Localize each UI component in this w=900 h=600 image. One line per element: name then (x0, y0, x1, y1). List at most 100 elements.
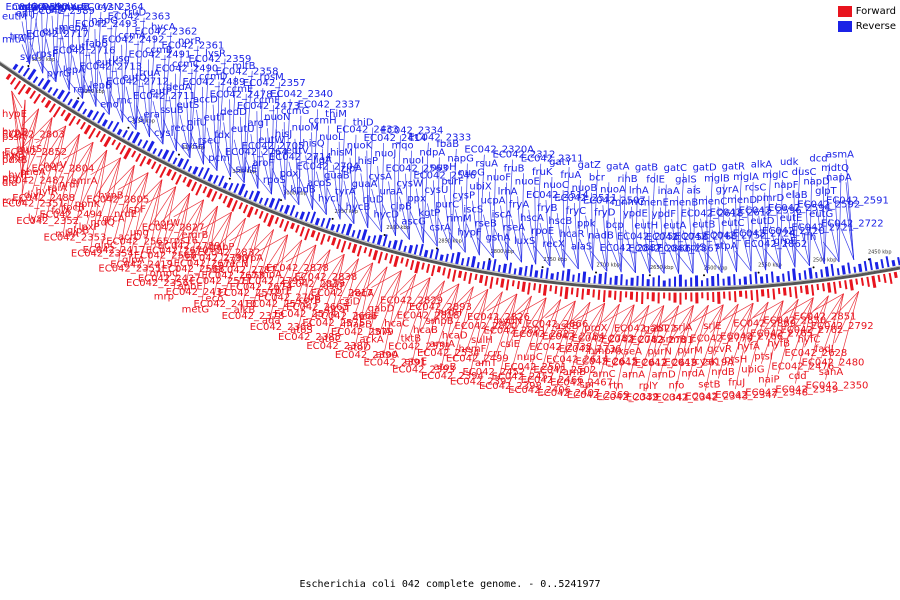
gene-label: EC042_2351 (2, 198, 65, 209)
kbp-tick (703, 274, 706, 277)
reverse-feature (52, 88, 59, 97)
reverse-feature (387, 240, 392, 248)
gene-label: rsuA (475, 159, 498, 170)
reverse-label-line (539, 222, 551, 267)
gene-label: EC042_2359 (188, 54, 251, 65)
gene-label: kgtP (418, 208, 440, 219)
gene-label: mqo (391, 141, 413, 152)
gene-label: glpA (122, 255, 144, 266)
legend-reverse-label: Reverse (855, 21, 896, 32)
gene-label: EC042_2467 (550, 378, 613, 389)
kbp-tick (488, 258, 491, 261)
forward-label-line (21, 108, 40, 172)
gene-label: cysU (424, 185, 448, 196)
gene-label: EC042_2867 (657, 243, 720, 254)
reverse-feature (12, 63, 19, 71)
gene-label: eutK (96, 58, 119, 69)
gene-label: iscS (463, 205, 483, 216)
reverse-feature (77, 101, 85, 112)
gene-label: nfo (668, 381, 684, 392)
forward-label-line (654, 305, 680, 358)
forward-label-line (114, 165, 135, 240)
forward-feature (226, 197, 234, 208)
gene-label: EC042_2350 (806, 381, 869, 392)
gene-label: ccmA (118, 31, 146, 42)
forward-label-line (424, 280, 445, 356)
reverse-feature (529, 264, 534, 277)
reverse-feature (283, 204, 291, 215)
reverse-label-line (838, 172, 842, 262)
reverse-feature (172, 157, 178, 165)
reverse-label-line (735, 194, 737, 273)
gene-label: div (24, 190, 39, 201)
gene-label: eno (100, 100, 119, 111)
gene-label: hypF (457, 228, 482, 239)
reverse-label-line (460, 186, 466, 253)
reverse-label-line (409, 150, 412, 240)
forward-feature (888, 272, 893, 284)
gene-label: eutU (231, 124, 255, 135)
forward-feature (299, 226, 305, 237)
gene-label: EC042_2393 (392, 365, 455, 376)
forward-label-line (241, 223, 260, 310)
reverse-feature (792, 268, 797, 281)
reverse-label-line (592, 169, 598, 271)
reverse-label-line (239, 116, 245, 183)
gene-label: EC042_2575 (302, 318, 365, 329)
gene-label: EC042_2565 (106, 237, 169, 248)
forward-feature (538, 283, 542, 294)
forward-label-line (804, 295, 829, 348)
gene-label: EC042_2568 (162, 264, 225, 275)
gene-label: EC042_2592 (797, 199, 860, 210)
gene-label: pdxB (2, 155, 28, 166)
forward-feature (794, 286, 798, 299)
reverse-label-line (311, 132, 313, 210)
gene-label: recA (351, 289, 374, 300)
forward-feature (576, 287, 579, 298)
gene-label: sanA (819, 367, 844, 378)
forward-feature (119, 144, 127, 155)
gene-label: truA (139, 68, 160, 79)
reverse-label-line (450, 149, 457, 250)
gene-label: EC042_2397 (450, 376, 513, 387)
forward-label-line (540, 299, 562, 375)
forward-feature (267, 214, 275, 227)
gene-label: EC042_2356 (126, 278, 189, 289)
forward-feature (231, 200, 238, 212)
gene-label: EC042_2852 (4, 147, 67, 158)
forward-feature (484, 275, 489, 286)
gene-label: hcaB (413, 325, 438, 336)
forward-feature (788, 286, 792, 298)
reverse-label-line (135, 17, 145, 130)
gene-label: EC042_2817 (311, 288, 374, 299)
gene-label: EC042_2820 (454, 321, 517, 332)
gene-label: bcr (589, 172, 606, 183)
reverse-label-line (217, 145, 231, 177)
gene-label: EC042_2414 (364, 133, 427, 144)
reverse-label-line (493, 168, 496, 258)
reverse-feature (207, 174, 214, 182)
gene-label: ascF (323, 281, 346, 292)
forward-label-line (416, 280, 445, 310)
reverse-label-line (579, 238, 593, 271)
gene-label: EC042_2805 (86, 195, 149, 206)
gene-label: eutW (258, 135, 284, 146)
gene-label: srmB (660, 335, 686, 346)
gene-label: usg (112, 54, 130, 65)
forward-label-line (701, 304, 724, 368)
gene-label: EC042_2362 (135, 27, 198, 38)
kbp-tick (27, 65, 30, 68)
forward-label-line (604, 304, 635, 323)
gene-label: grpE (774, 236, 797, 247)
gene-label: EC042_2407 (537, 388, 600, 399)
kbp-tick (77, 97, 80, 100)
legend-forward: Forward (837, 6, 896, 17)
gene-label: hypB (98, 191, 124, 202)
forward-label-line (63, 141, 94, 160)
reverse-label-line (692, 184, 696, 274)
gene-label: emrB (182, 230, 209, 241)
reverse-feature (361, 229, 368, 241)
gene-label: EC042_2711 (133, 91, 196, 102)
reverse-label-lines (21, 11, 855, 274)
reverse-label-line (142, 82, 150, 138)
